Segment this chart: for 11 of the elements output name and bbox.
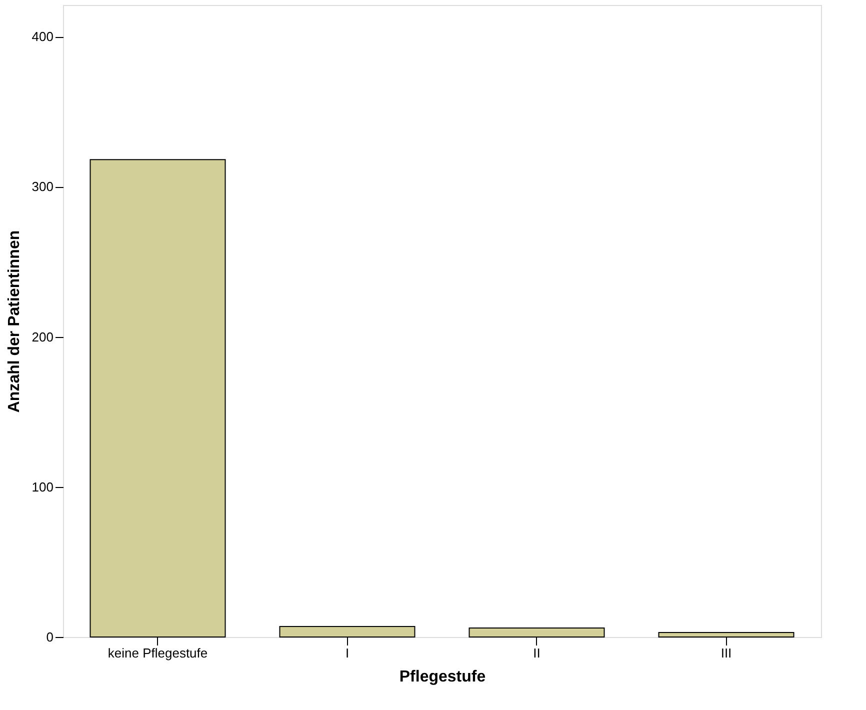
y-tick-label: 0 <box>46 630 54 644</box>
y-tick-label: 200 <box>32 329 54 344</box>
x-tick-label: keine Pflegestufe <box>108 646 208 660</box>
y-tick-label: 400 <box>32 29 54 44</box>
x-tick-label: I <box>345 646 350 660</box>
y-tick-label: 100 <box>32 479 54 494</box>
x-axis-title: Pflegestufe <box>399 668 486 686</box>
x-tick-label: III <box>720 646 732 660</box>
x-tick-label: II <box>533 646 540 660</box>
y-axis-title: Anzahl der Patientinnen <box>6 230 23 413</box>
y-tick-label: 300 <box>32 179 54 194</box>
